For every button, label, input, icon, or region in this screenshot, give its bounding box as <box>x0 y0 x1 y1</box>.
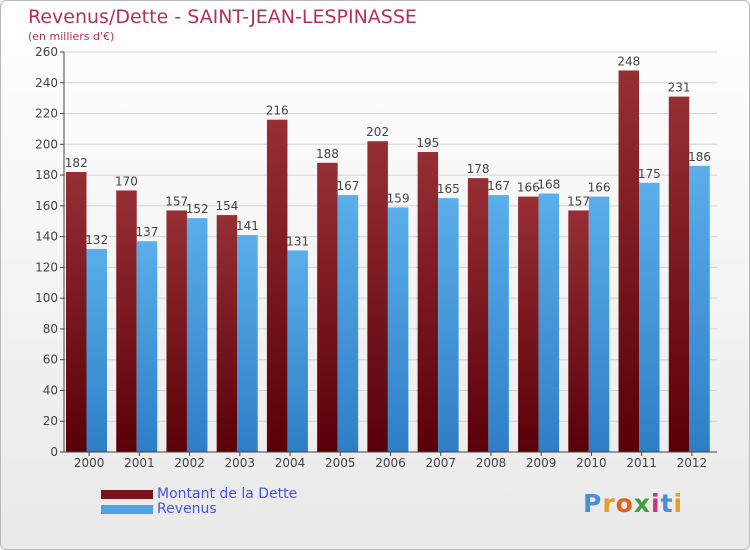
bar-debt-2002 <box>166 210 187 452</box>
proxiti-logo: Proxiti <box>583 489 684 518</box>
y-tick-label: 240 <box>35 76 58 90</box>
x-tick-label: 2009 <box>526 456 557 470</box>
bar-debt-2000 <box>66 172 87 452</box>
data-label-revenus-2012: 186 <box>688 150 711 164</box>
legend-label-revenus: Revenus <box>157 501 217 517</box>
data-label-revenus-2008: 167 <box>487 179 510 193</box>
bar-debt-2001 <box>116 190 137 452</box>
legend-swatch-debt <box>101 490 153 499</box>
y-tick-label: 60 <box>43 353 58 367</box>
data-label-revenus-2009: 168 <box>537 178 560 192</box>
x-tick-label: 2006 <box>375 456 406 470</box>
x-tick-label: 2000 <box>74 456 105 470</box>
y-tick-label: 100 <box>35 291 58 305</box>
data-label-debt-2009: 166 <box>517 181 540 195</box>
data-label-revenus-2004: 131 <box>286 234 309 248</box>
bar-debt-2005 <box>317 162 338 452</box>
y-tick-label: 260 <box>35 45 58 59</box>
x-tick-label: 2005 <box>325 456 356 470</box>
bar-debt-2009 <box>518 196 539 452</box>
bars <box>66 70 710 453</box>
bar-debt-2004 <box>266 119 288 452</box>
x-tick-label: 2010 <box>576 456 607 470</box>
legend: Montant de la Dette Revenus <box>101 487 297 517</box>
legend-label-debt: Montant de la Dette <box>157 486 298 502</box>
data-label-debt-2001: 170 <box>115 174 138 188</box>
y-tick-label: 220 <box>35 107 58 121</box>
data-label-debt-2007: 195 <box>416 136 439 150</box>
data-label-revenus-2000: 132 <box>85 233 108 247</box>
data-label-debt-2005: 188 <box>316 147 339 161</box>
bar-revenus-2005 <box>337 195 359 453</box>
data-label-revenus-2005: 167 <box>336 179 359 193</box>
chart-subtitle: (en milliers d'€) <box>28 30 115 43</box>
bar-revenus-2007 <box>438 198 459 452</box>
x-tick-label: 2002 <box>174 456 205 470</box>
data-label-revenus-2006: 159 <box>387 191 410 205</box>
bar-debt-2012 <box>668 96 690 452</box>
x-tick-label: 2003 <box>225 456 256 470</box>
bar-revenus-2000 <box>86 248 107 452</box>
bar-revenus-2002 <box>186 218 208 452</box>
bar-revenus-2001 <box>136 241 158 452</box>
data-label-debt-2003: 154 <box>215 199 238 213</box>
data-label-revenus-2002: 152 <box>186 202 209 216</box>
x-tick-label: 2004 <box>275 456 306 470</box>
y-tick-label: 40 <box>43 383 58 397</box>
x-tick-label: 2011 <box>626 456 657 470</box>
axes: 0 20 40 60 80 100 120 140 160 180 200 220 240 260 2000… <box>35 45 717 470</box>
x-tick-label: 2001 <box>124 456 155 470</box>
bar-revenus-2011 <box>639 182 660 452</box>
bar-revenus-2012 <box>689 165 710 452</box>
data-label-revenus-2003: 141 <box>236 219 259 233</box>
data-label-debt-2000: 182 <box>65 156 88 170</box>
y-tick-label: 180 <box>35 168 58 182</box>
bar-debt-2010 <box>568 210 589 452</box>
bar-revenus-2003 <box>237 235 258 452</box>
y-tick-label: 160 <box>35 199 58 213</box>
data-label-revenus-2010: 166 <box>588 181 611 195</box>
bar-revenus-2008 <box>488 195 509 453</box>
bar-revenus-2006 <box>387 207 409 452</box>
data-label-debt-2004: 216 <box>266 104 289 118</box>
y-tick-label: 200 <box>35 137 58 151</box>
data-label-revenus-2011: 175 <box>638 167 661 181</box>
bar-revenus-2009 <box>538 193 560 453</box>
bar-debt-2006 <box>367 141 388 452</box>
data-label-debt-2002: 157 <box>165 194 188 208</box>
bar-debt-2008 <box>467 178 489 452</box>
y-tick-label: 80 <box>43 322 58 336</box>
bar-revenus-2010 <box>588 196 610 452</box>
y-tick-label: 0 <box>50 445 58 459</box>
legend-item-debt: Montant de la Dette <box>101 487 297 502</box>
bar-debt-2003 <box>216 215 238 452</box>
legend-swatch-revenus <box>101 505 153 514</box>
x-tick-label: 2007 <box>425 456 456 470</box>
data-label-debt-2006: 202 <box>366 125 389 139</box>
data-label-revenus-2001: 137 <box>136 225 159 239</box>
x-tick-label: 2008 <box>476 456 507 470</box>
bar-debt-2011 <box>618 70 640 452</box>
legend-item-revenus: Revenus <box>101 502 297 517</box>
y-tick-label: 120 <box>35 260 58 274</box>
data-label-revenus-2007: 165 <box>437 182 460 196</box>
x-tick-label: 2012 <box>677 456 708 470</box>
y-tick-label: 20 <box>43 414 58 428</box>
data-label-debt-2010: 157 <box>567 194 590 208</box>
data-label-debt-2012: 231 <box>668 81 691 95</box>
y-tick-label: 140 <box>35 230 58 244</box>
bar-revenus-2004 <box>287 250 308 452</box>
bar-debt-2007 <box>417 152 439 452</box>
chart-title: Revenus/Dette - SAINT-JEAN-LESPINASSE <box>28 6 417 28</box>
data-label-debt-2011: 248 <box>617 54 640 68</box>
data-label-debt-2008: 178 <box>467 162 490 176</box>
